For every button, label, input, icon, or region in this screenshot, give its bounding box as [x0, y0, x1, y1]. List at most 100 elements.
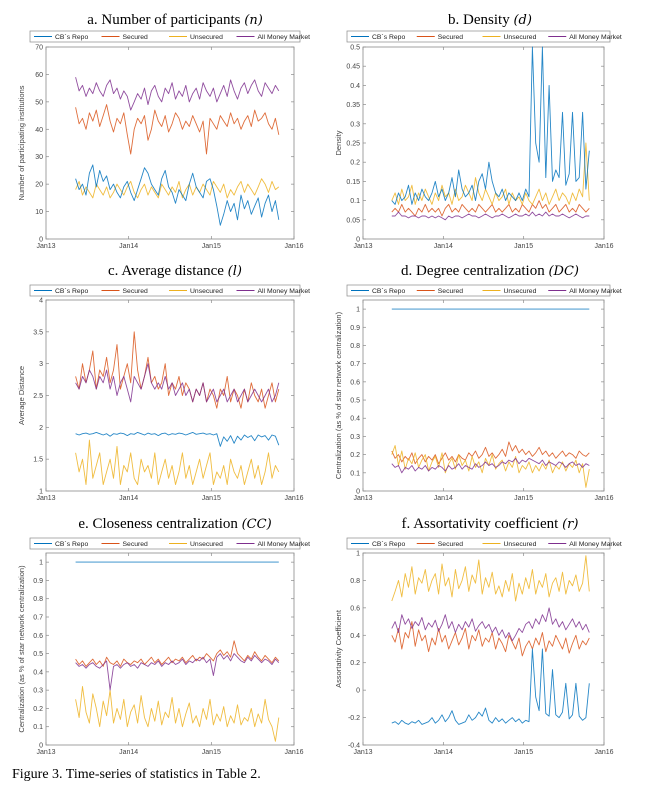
legend-entry: Unsecured	[504, 34, 537, 41]
y-tick-label: 0.25	[346, 141, 360, 148]
y-tick-label: 0.8	[350, 343, 360, 350]
y-tick-label: 0	[356, 489, 360, 496]
legend-entry: Secured	[438, 541, 464, 548]
y-tick-label: 0.1	[350, 198, 360, 205]
chart-f-title-symbol: (r)	[562, 517, 579, 532]
x-tick-label: Jan14	[434, 243, 453, 250]
series-line-cb-s-repo	[391, 648, 590, 725]
legend-entry: All Money Market	[569, 288, 622, 295]
y-tick-label: 0.15	[346, 179, 360, 186]
x-tick-label: Jan15	[514, 243, 533, 250]
legend-box	[29, 30, 301, 43]
chart-d-title: d. Degree centralization (DC)	[370, 263, 610, 280]
legend-box	[29, 284, 301, 297]
series-line-unsecured	[391, 445, 590, 488]
chart-c-axes	[45, 299, 295, 492]
legend-entry: CB´s Repo	[55, 288, 88, 295]
y-tick-label: 0.6	[350, 379, 360, 386]
y-tick-label: 1	[39, 489, 43, 496]
legend-box	[29, 537, 301, 550]
y-tick-label: 30	[35, 154, 43, 161]
y-tick-label: 0.6	[350, 605, 360, 612]
chart-b: 0 0.05 0.1 0.15 0.2 0.25 0.3 0.35 0.4 0.45 0.5 Jan1…	[334, 30, 622, 250]
y-tick-label: 0.5	[350, 45, 360, 52]
y-tick-label: 3.5	[33, 329, 43, 336]
y-tick-label: 2	[39, 425, 43, 432]
series-line-secured	[75, 104, 280, 155]
x-tick-label: Jan14	[119, 243, 138, 250]
legend-entry: Secured	[123, 541, 149, 548]
series-line-unsecured	[391, 555, 590, 602]
figure-caption: Figure 3. Time-series of statistics in T…	[12, 767, 261, 782]
y-tick-label: 40	[35, 127, 43, 134]
y-axis-label: Average Distance	[17, 366, 26, 425]
x-tick-label: Jan16	[594, 495, 613, 502]
series-line-secured	[391, 621, 590, 657]
y-tick-label: 0.8	[350, 578, 360, 585]
x-tick-label: Jan14	[119, 749, 138, 756]
y-tick-label: 0.2	[33, 706, 43, 713]
chart-e-title-symbol: (CC)	[241, 517, 272, 532]
chart-a-axes	[45, 46, 295, 240]
y-axis-label: Centralization (as % of star network cen…	[17, 565, 26, 733]
y-tick-label: 0.5	[350, 398, 360, 405]
series-line-unsecured	[391, 142, 590, 205]
y-tick-label: 0.2	[350, 660, 360, 667]
x-tick-label: Jan16	[284, 243, 303, 250]
legend-entry: Unsecured	[190, 288, 223, 295]
series-line-secured	[391, 200, 590, 217]
x-tick-label: Jan13	[353, 749, 372, 756]
y-tick-label: 0.1	[33, 724, 43, 731]
legend-entry: Unsecured	[190, 541, 223, 548]
y-tick-label: 0.9	[350, 325, 360, 332]
series-line-all-money-market	[391, 457, 590, 474]
legend-box	[346, 30, 611, 43]
y-axis-label: Assortativity Coefficient	[334, 609, 343, 688]
x-tick-label: Jan15	[514, 495, 533, 502]
x-tick-label: Jan15	[514, 749, 533, 756]
y-tick-label: 50	[35, 99, 43, 106]
series-line-secured	[75, 640, 280, 667]
legend-entry: Secured	[123, 288, 149, 295]
legend-entry: Secured	[438, 34, 464, 41]
y-tick-label: 0.8	[33, 596, 43, 603]
y-tick-label: 1	[356, 551, 360, 558]
chart-f: -0.4 -0.2 0 0.2 0.4 0.6 0.8 1 Jan13 Jan14 Jan15 Jan…	[334, 537, 622, 756]
y-tick-label: 0	[356, 688, 360, 695]
chart-a-title-text: a. Number of participants	[87, 12, 245, 28]
chart-c: 1 1.5 2 2.5 3 3.5 4 Jan13 Jan14 Jan15 Jan16 Average…	[17, 284, 310, 502]
y-tick-label: 60	[35, 72, 43, 79]
x-tick-label: Jan15	[202, 243, 221, 250]
chart-e-title-text: e. Closeness centralization	[78, 516, 242, 532]
x-tick-label: Jan16	[594, 243, 613, 250]
legend-entry: All Money Market	[569, 34, 622, 41]
y-axis-label: Number of participating institutions	[17, 85, 26, 200]
legend-entry: Secured	[123, 34, 149, 41]
y-tick-label: 0.3	[33, 688, 43, 695]
chart-e-axes	[45, 552, 295, 746]
series-line-cb-s-repo	[75, 431, 280, 447]
legend-box	[346, 284, 611, 297]
y-tick-label: 10	[35, 209, 43, 216]
legend-entry: All Money Market	[258, 34, 311, 41]
x-tick-label: Jan14	[119, 495, 138, 502]
chart-f-legend: CB´s Repo Secured Unsecured All Money Marke…	[346, 537, 622, 550]
legend-entry: Secured	[438, 288, 464, 295]
chart-e: 0 0.1 0.2 0.3 0.4 0.5 0.6 0.7 0.8 0.9 1 Jan13 Jan14 J…	[17, 537, 311, 756]
y-tick-label: 0.9	[33, 578, 43, 585]
legend-entry: All Money Market	[258, 541, 311, 548]
y-tick-label: 0	[39, 743, 43, 750]
series-line-all-money-market	[75, 77, 280, 111]
series-line-unsecured	[75, 439, 280, 486]
y-tick-label: 0.4	[33, 669, 43, 676]
series-line-unsecured	[75, 686, 280, 742]
chart-c-title: c. Average distance (l)	[60, 263, 290, 280]
y-tick-label: 0	[356, 237, 360, 244]
chart-d: 0 0.1 0.2 0.3 0.4 0.5 0.6 0.7 0.8 0.9 1 Jan13 Jan14 J…	[334, 284, 622, 502]
chart-a: 0 10 20 30 40 50 60 70 Jan13 Jan14 Jan15 Jan16 Numbe…	[17, 30, 311, 250]
x-tick-label: Jan16	[594, 749, 613, 756]
x-tick-label: Jan16	[284, 495, 303, 502]
chart-b-title: b. Density (d)	[370, 12, 610, 29]
series-line-all-money-market	[391, 211, 590, 221]
